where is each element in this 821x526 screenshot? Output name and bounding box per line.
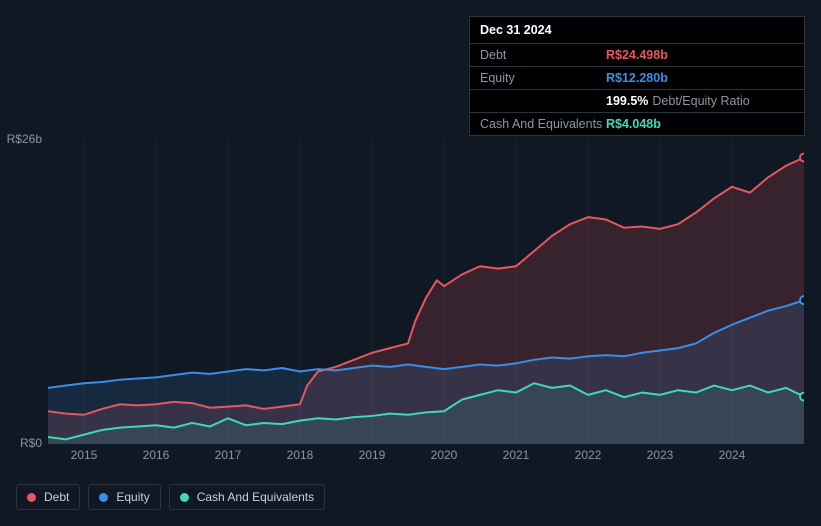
- legend-item-label: Cash And Equivalents: [197, 490, 314, 504]
- legend-item-cash-and-equivalents[interactable]: Cash And Equivalents: [169, 484, 325, 510]
- series-end-marker: [800, 154, 804, 162]
- tooltip-row-label: Equity: [480, 71, 606, 85]
- chart-legend: Debt Equity Cash And Equivalents: [16, 484, 325, 510]
- x-axis: 2015 2016 2017 2018 2019 2020 2021 2022 2023 2024: [48, 448, 804, 468]
- tooltip-row-value: 199.5%Debt/Equity Ratio: [606, 94, 750, 108]
- x-axis-label: 2018: [287, 448, 314, 462]
- y-axis-label: R$0: [0, 436, 42, 450]
- series-end-marker: [800, 296, 804, 304]
- y-axis-label: R$26b: [0, 132, 42, 146]
- tooltip-date: Dec 31 2024: [470, 17, 804, 44]
- tooltip-row-value: R$4.048b: [606, 117, 661, 131]
- tooltip-row-suffix: Debt/Equity Ratio: [652, 94, 749, 108]
- x-axis-label: 2021: [503, 448, 530, 462]
- tooltip-row: DebtR$24.498b: [470, 44, 804, 67]
- legend-item-label: Debt: [44, 490, 69, 504]
- tooltip-row-label: Cash And Equivalents: [480, 117, 606, 131]
- x-axis-label: 2022: [575, 448, 602, 462]
- debt-equity-chart: [48, 140, 804, 444]
- tooltip-row: Cash And EquivalentsR$4.048b: [470, 113, 804, 135]
- x-axis-label: 2015: [71, 448, 98, 462]
- legend-dot-icon: [27, 493, 36, 502]
- x-axis-label: 2023: [647, 448, 674, 462]
- tooltip-row-label: Debt: [480, 48, 606, 62]
- tooltip-row-label: [480, 94, 606, 108]
- legend-item-label: Equity: [116, 490, 149, 504]
- tooltip-row-value: R$24.498b: [606, 48, 668, 62]
- chart-tooltip: Dec 31 2024 DebtR$24.498bEquityR$12.280b…: [469, 16, 805, 136]
- x-axis-label: 2019: [359, 448, 386, 462]
- x-axis-label: 2017: [215, 448, 242, 462]
- legend-dot-icon: [99, 493, 108, 502]
- x-axis-label: 2020: [431, 448, 458, 462]
- tooltip-row-value: R$12.280b: [606, 71, 668, 85]
- legend-dot-icon: [180, 493, 189, 502]
- x-axis-label: 2016: [143, 448, 170, 462]
- x-axis-label: 2024: [719, 448, 746, 462]
- legend-item-debt[interactable]: Debt: [16, 484, 80, 510]
- legend-item-equity[interactable]: Equity: [88, 484, 160, 510]
- tooltip-row: EquityR$12.280b: [470, 67, 804, 90]
- series-end-marker: [800, 393, 804, 401]
- tooltip-row: 199.5%Debt/Equity Ratio: [470, 90, 804, 113]
